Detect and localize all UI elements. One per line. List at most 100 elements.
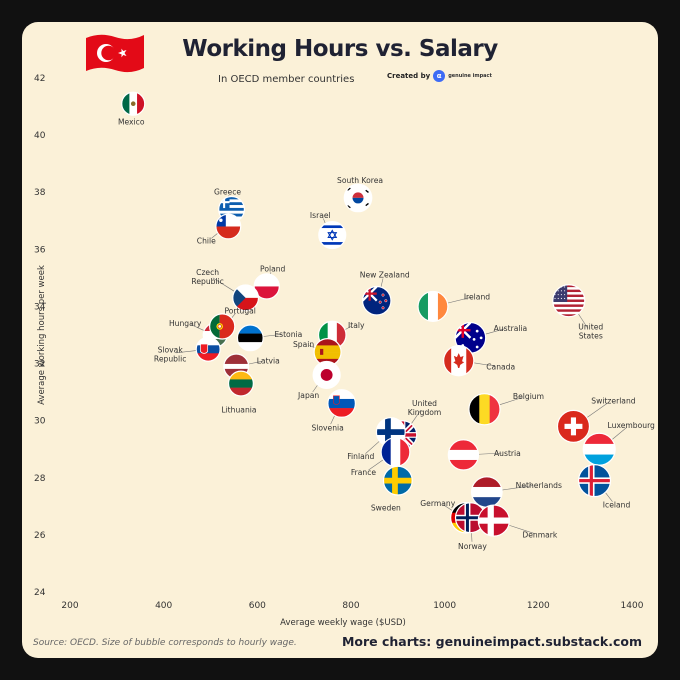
label-slovenia: Slovenia <box>311 424 343 433</box>
bubble-outline <box>253 273 280 300</box>
bubbles <box>121 91 616 537</box>
label-iceland: Iceland <box>603 501 631 510</box>
label-chile: Chile <box>197 236 216 245</box>
leader-line <box>442 504 453 511</box>
label-lithuania: Lithuania <box>221 406 256 415</box>
leader-line <box>344 326 351 330</box>
bubble-outline <box>121 91 146 116</box>
bubble-austria <box>448 439 479 471</box>
y-tick-label: 28 <box>34 474 46 484</box>
label-israel: Israel <box>310 211 331 220</box>
label-italy: Italy <box>348 321 365 330</box>
label-sweden: Sweden <box>371 504 401 513</box>
x-tick-label: 400 <box>155 601 172 611</box>
bubble-outline <box>552 284 586 318</box>
y-tick-label: 36 <box>34 245 46 255</box>
leader-line <box>411 409 422 424</box>
label-united-kingdom: United Kingdom <box>408 399 442 417</box>
bubble-outline <box>343 183 373 213</box>
bubble-belgium <box>468 393 501 425</box>
bubble-portugal <box>209 313 235 340</box>
label-poland: Poland <box>260 264 286 273</box>
y-tick-label: 30 <box>34 417 46 427</box>
leader-line <box>485 328 505 335</box>
label-denmark: Denmark <box>522 531 558 540</box>
country-labels: Mexico South Korea Greece Chile Israel Poland… <box>118 118 655 551</box>
leader-line <box>471 532 473 542</box>
label-south-korea: South Korea <box>337 176 383 185</box>
leader-line <box>211 232 219 239</box>
created-by-label: Created by <box>387 72 431 80</box>
y-tick-label: 26 <box>34 531 46 541</box>
bubble-south-korea <box>344 184 372 212</box>
label-united-states: United States <box>578 323 603 341</box>
bubble-outline <box>195 336 221 362</box>
leader-line <box>473 362 495 367</box>
leader-line <box>330 415 335 425</box>
bubble-outline <box>417 290 449 322</box>
leader-line <box>586 402 609 418</box>
leader-line <box>312 384 318 393</box>
bubble-czech-republic <box>232 285 259 311</box>
bubble-outline <box>361 285 392 316</box>
x-tick-label: 600 <box>249 601 266 611</box>
label-estonia: Estonia <box>274 330 302 339</box>
bubble-outline <box>312 360 341 390</box>
leader-line <box>478 452 502 455</box>
label-japan: Japan <box>297 391 319 400</box>
bubble-outline <box>382 465 413 496</box>
label-spain: Spain <box>293 340 314 349</box>
label-france: France <box>351 468 377 477</box>
bubble-outline <box>468 393 501 426</box>
label-canada: Canada <box>486 363 515 372</box>
leader-line <box>365 440 380 454</box>
y-tick-label: 38 <box>34 188 46 198</box>
x-tick-label: 1400 <box>621 601 644 611</box>
bubble-poland <box>254 273 280 300</box>
bubble-outline <box>556 409 591 443</box>
label-finland: Finland <box>347 452 374 461</box>
label-austria: Austria <box>494 449 521 458</box>
turkey-flag-icon <box>86 34 144 73</box>
bubble-chile <box>215 214 241 239</box>
genuine-impact-logo-icon: α <box>433 70 446 82</box>
x-tick-label: 1000 <box>433 601 456 611</box>
bubble-outline <box>215 213 242 240</box>
bubble-mexico <box>121 92 145 116</box>
bubble-united-states <box>552 284 585 317</box>
bubble-denmark <box>478 505 510 537</box>
more-charts-link[interactable]: More charts: genuineimpact.substack.com <box>341 634 642 649</box>
label-switzerland: Switzerland <box>591 396 635 405</box>
bubble-outline <box>232 284 260 312</box>
source-note: Source: OECD. Size of bubble corresponds… <box>33 638 297 648</box>
leader-line <box>368 459 384 471</box>
label-latvia: Latvia <box>257 356 280 365</box>
bubble-lithuania <box>228 371 254 396</box>
y-tick-label: 32 <box>34 360 45 370</box>
leader-line <box>190 324 205 331</box>
leader-line <box>323 218 326 224</box>
x-tick-label: 800 <box>342 601 359 611</box>
leader-line <box>309 345 315 349</box>
leader-line <box>611 427 627 440</box>
bubble-japan <box>313 361 341 389</box>
bubble-sweden <box>383 466 413 496</box>
leader-line <box>380 278 384 288</box>
label-ireland: Ireland <box>464 292 490 301</box>
bubble-outline <box>447 439 480 471</box>
label-slovak-republic: Slovak Republic <box>154 345 186 363</box>
x-tick-label: 1200 <box>527 601 550 611</box>
label-belgium: Belgium <box>513 392 544 401</box>
bubble-slovenia <box>327 389 356 418</box>
x-axis-label: Average weekly wage ($USD) <box>280 618 406 628</box>
bubble-iceland <box>578 464 611 497</box>
x-tick-label: 200 <box>61 601 78 611</box>
bubble-outline <box>327 389 356 418</box>
leader-line <box>176 350 197 354</box>
bubble-outline <box>209 313 236 340</box>
leader-line <box>248 360 263 365</box>
y-tick-label: 42 <box>34 74 45 84</box>
leader-line <box>263 333 283 337</box>
leader-line <box>499 397 523 406</box>
bubble-ireland <box>418 291 448 322</box>
